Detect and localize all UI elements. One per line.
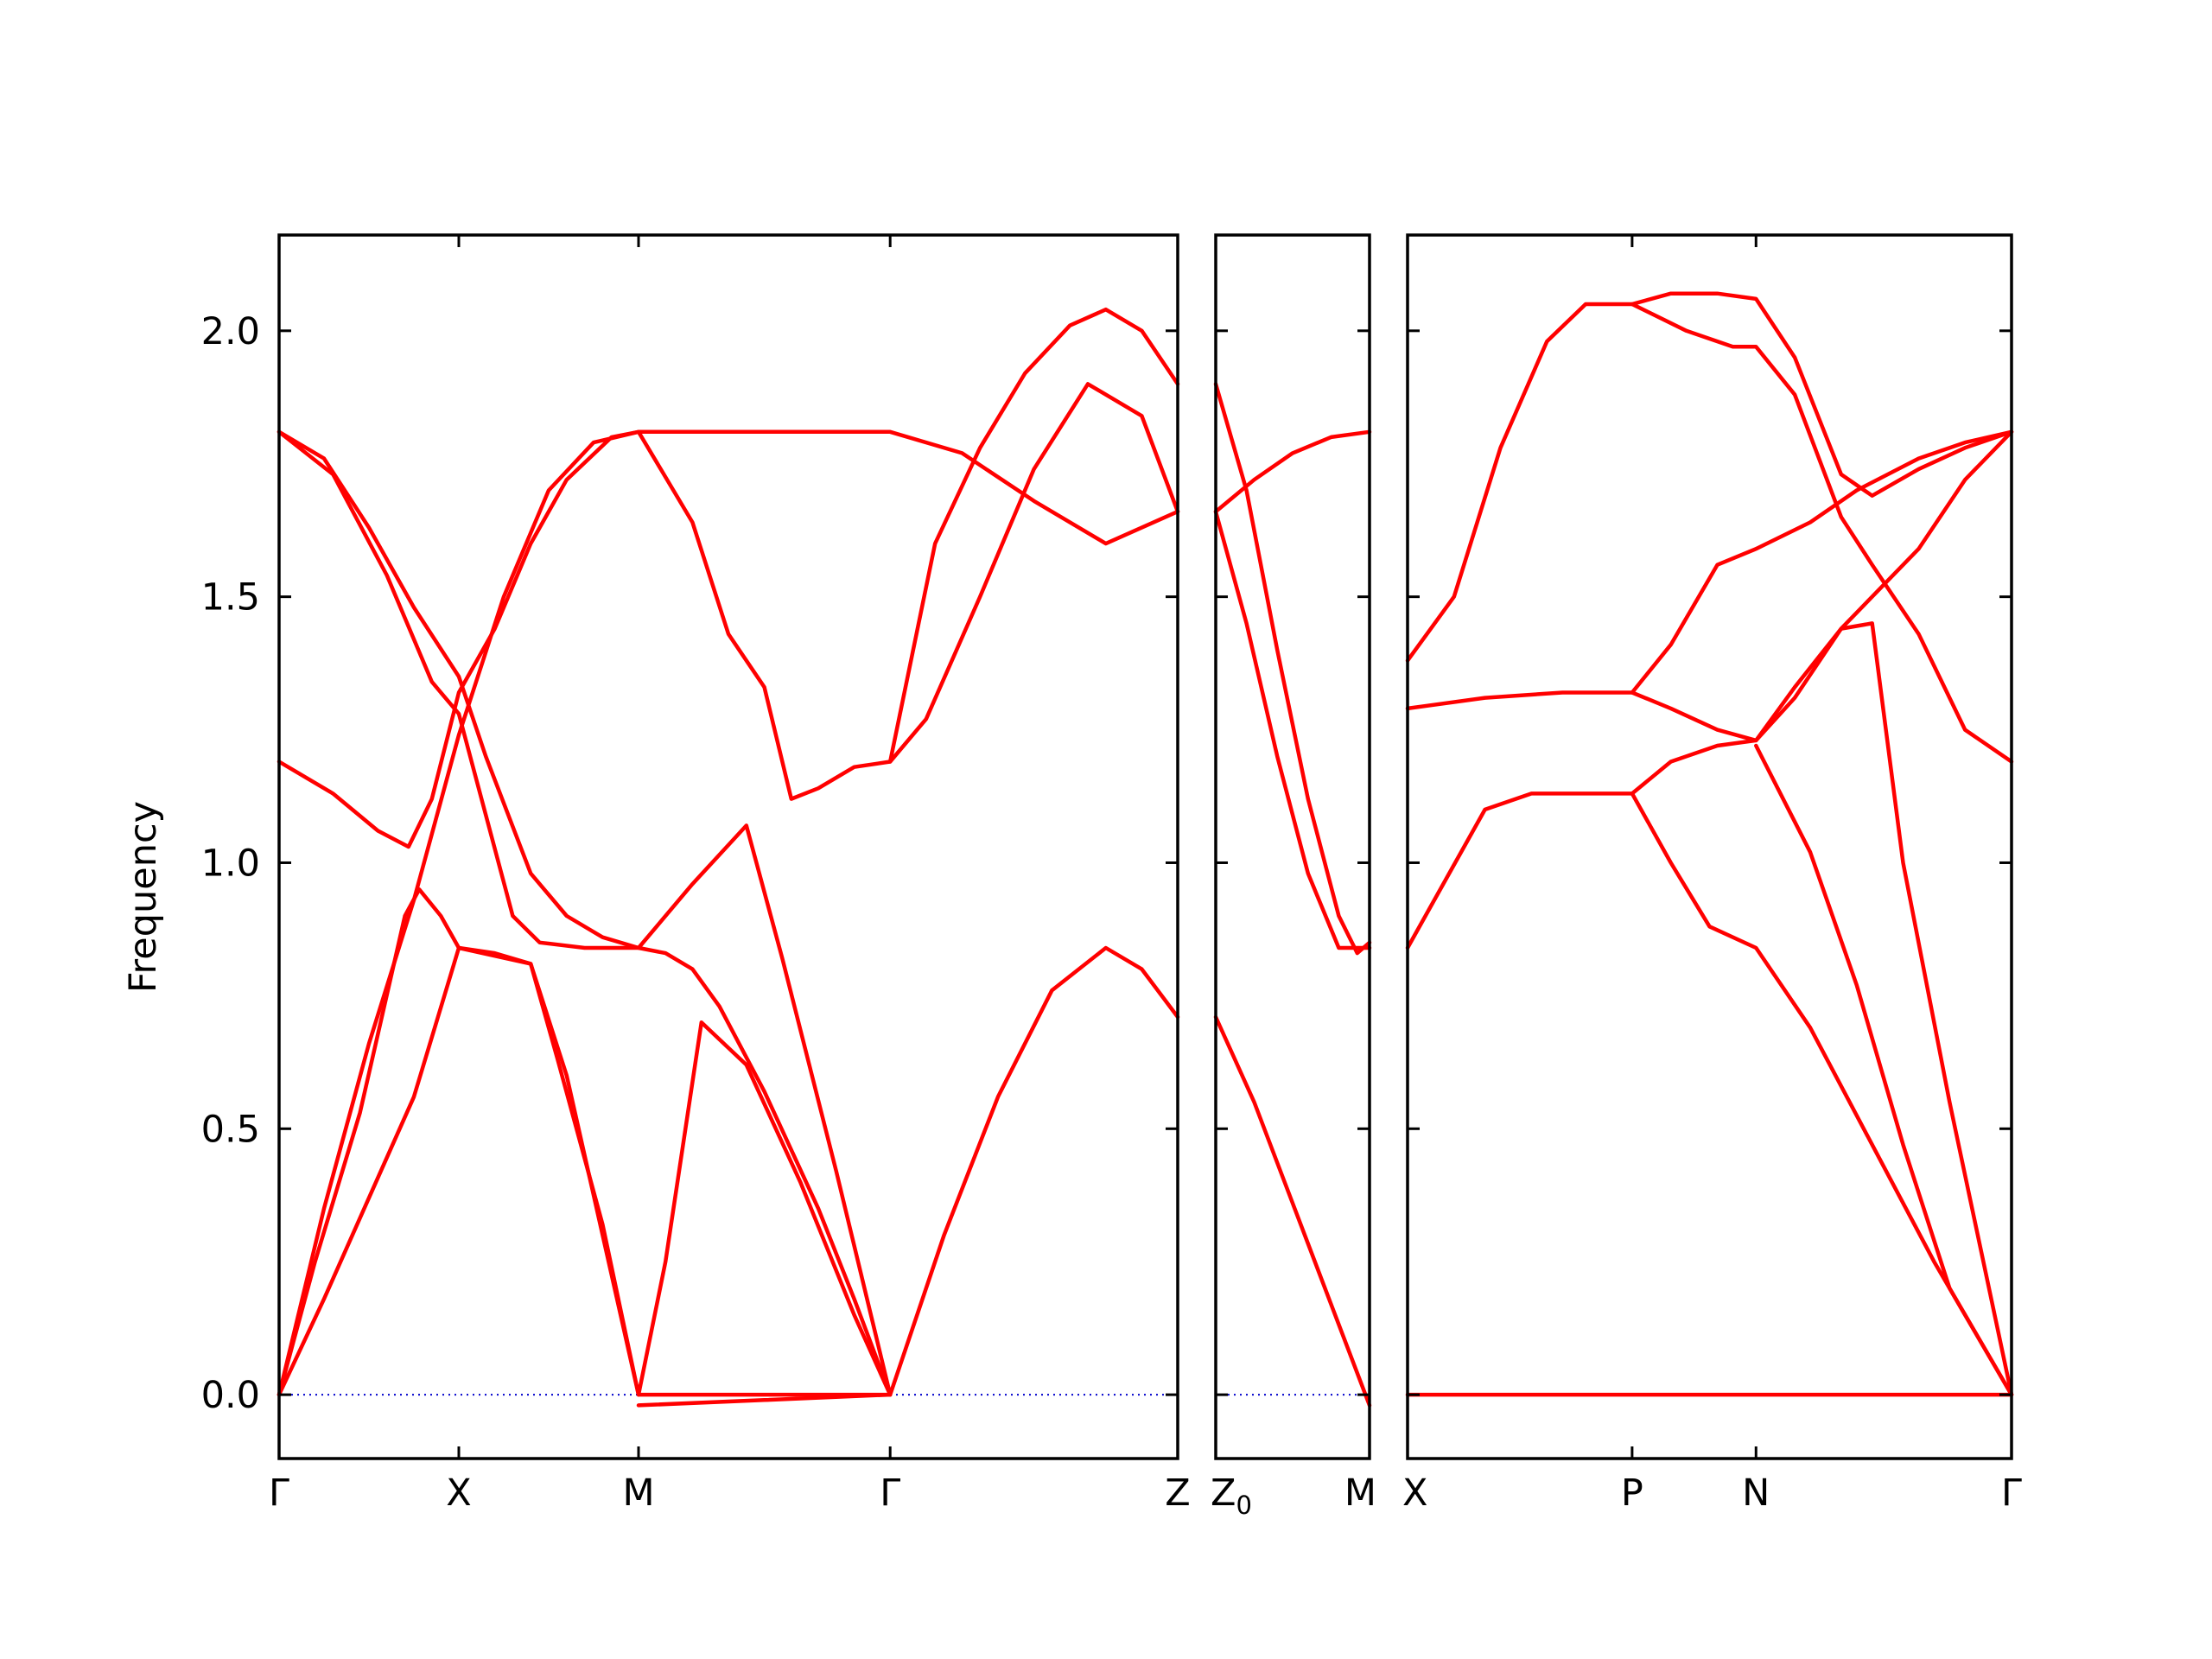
band-line-1 — [1213, 429, 1372, 514]
y-tick-label: 0.0 — [201, 1374, 260, 1417]
band-line-2 — [1213, 382, 1372, 956]
band-line-2 — [276, 429, 893, 1397]
x-tick-label: Z — [1165, 1471, 1190, 1515]
band-line-8 — [887, 307, 1180, 764]
band-line-3 — [276, 429, 893, 1397]
x-tick-label: M — [1344, 1471, 1376, 1515]
panel-frame — [1214, 233, 1371, 1460]
band-line-4 — [1213, 1014, 1372, 1408]
y-tick-label: 2.0 — [201, 310, 260, 353]
x-tick-label: X — [1402, 1471, 1427, 1515]
panel-1: 0.0 0.5 1.0 1.5 2.0 Γ X M Γ Z — [201, 233, 1191, 1515]
x-tick-label: Γ — [880, 1471, 900, 1515]
y-tick-label: 1.0 — [201, 842, 260, 885]
y-tick-label: 0.5 — [201, 1108, 260, 1151]
band-line-7 — [636, 945, 1180, 1408]
band-line-6 — [276, 945, 893, 1397]
x-tick-label: P — [1621, 1471, 1643, 1515]
x-tick-label: N — [1742, 1471, 1770, 1515]
panel-2: Z0 M — [1211, 233, 1376, 1520]
band-line-3 — [1213, 509, 1372, 950]
chart-panels: 0.00.51.01.52.0Γ X M Γ Z Z0 M X P N Γ — [201, 233, 2022, 1520]
band-line-6 — [1630, 791, 2014, 1397]
band-line-1 — [1405, 302, 2014, 764]
band-line-2 — [1405, 429, 2014, 743]
x-tick-label: Γ — [2001, 1471, 2022, 1515]
band-line-4 — [1405, 621, 2014, 1397]
band-line-3 — [1630, 291, 2014, 498]
y-tick-label: 1.5 — [201, 576, 260, 620]
band-line-5 — [276, 887, 893, 1397]
x-tick-label: X — [446, 1471, 471, 1515]
x-tick-label: M — [622, 1471, 654, 1515]
band-line-5 — [1630, 429, 2014, 695]
x-tick-label: Z0 — [1211, 1471, 1252, 1520]
band-line-4 — [276, 382, 1180, 849]
panel-frame — [277, 233, 1179, 1460]
y-axis-label: Frequency — [122, 801, 165, 993]
x-tick-subscript: 0 — [1236, 1491, 1251, 1520]
panel-frame — [1406, 233, 2013, 1460]
band-line-7 — [1754, 743, 2014, 1397]
band-line-1 — [276, 429, 1180, 1397]
x-tick-label: Γ — [269, 1471, 289, 1515]
